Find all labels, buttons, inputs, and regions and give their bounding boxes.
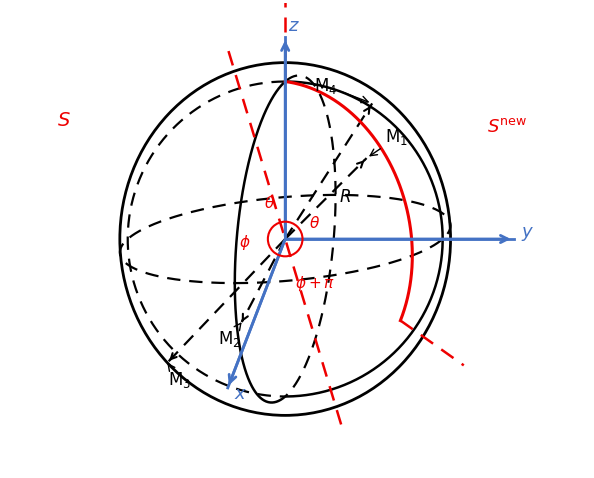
Text: $\phi$: $\phi$ xyxy=(239,233,251,251)
Text: $z$: $z$ xyxy=(288,17,300,35)
Text: $\mathrm{M}_2$: $\mathrm{M}_2$ xyxy=(218,323,241,349)
Text: $y$: $y$ xyxy=(522,226,535,243)
Text: $\mathrm{M}_3$: $\mathrm{M}_3$ xyxy=(168,364,191,390)
Text: $x$: $x$ xyxy=(234,385,247,403)
Text: $S^\mathrm{new}$: $S^\mathrm{new}$ xyxy=(486,118,527,136)
Text: $\mathrm{M}_4$: $\mathrm{M}_4$ xyxy=(314,76,368,103)
Text: $\phi+\pi$: $\phi+\pi$ xyxy=(295,273,335,293)
Text: $R$: $R$ xyxy=(339,187,350,206)
Text: $S$: $S$ xyxy=(57,110,71,130)
Text: $\mathrm{M}_1$: $\mathrm{M}_1$ xyxy=(370,128,408,156)
Text: $\theta$: $\theta$ xyxy=(309,215,320,231)
Text: $\theta$: $\theta$ xyxy=(264,195,275,211)
